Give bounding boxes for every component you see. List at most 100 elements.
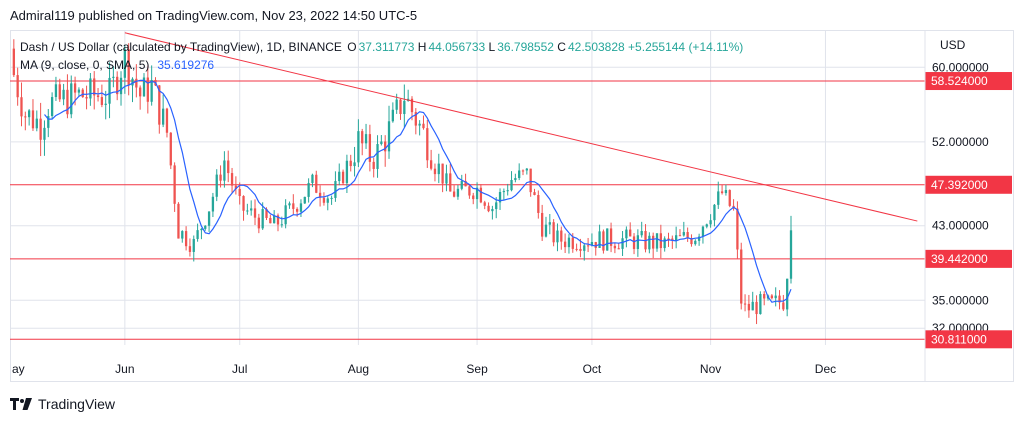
candle-body <box>295 208 299 212</box>
trendline <box>124 32 918 222</box>
candle-body <box>204 225 207 229</box>
x-tick-label: Oct <box>583 362 602 376</box>
candle-body <box>437 163 440 175</box>
candle-body <box>146 77 149 102</box>
candle-body <box>720 191 724 194</box>
candle-body <box>728 190 731 206</box>
candle-body <box>537 195 540 213</box>
candle-body <box>303 196 306 204</box>
candle-body <box>192 238 195 252</box>
candle-body <box>709 220 712 225</box>
candle-body <box>548 222 551 225</box>
x-tick-label: Jul <box>232 362 247 376</box>
candle-body <box>724 190 728 194</box>
candle-body <box>686 232 689 239</box>
candle-body <box>789 230 793 279</box>
candle-body <box>142 77 146 97</box>
candle-body <box>487 205 490 212</box>
currency-label: USD <box>940 38 966 52</box>
candle-body <box>518 170 521 179</box>
candle-body <box>655 233 659 249</box>
candle-body <box>640 230 643 236</box>
candle-body <box>648 235 651 250</box>
candle-body <box>544 224 548 237</box>
candle-body <box>200 228 203 231</box>
x-tick-label: Dec <box>815 362 836 376</box>
candle-body <box>475 187 479 200</box>
candle-body <box>54 84 58 98</box>
candle-body <box>353 162 356 167</box>
candle-body <box>460 180 463 189</box>
candle-body <box>280 224 283 226</box>
candle-body <box>697 236 701 241</box>
candle-body <box>184 231 188 247</box>
candle-body <box>495 202 498 210</box>
candle-body <box>81 89 84 98</box>
candle-body <box>66 89 69 115</box>
price-level-tag <box>925 175 1012 194</box>
candle-body <box>77 89 81 93</box>
candle-body <box>269 217 272 224</box>
candle-body <box>227 160 230 174</box>
candle-body <box>763 294 766 299</box>
candle-body <box>525 168 528 171</box>
candle-body <box>541 212 544 237</box>
candle-body <box>452 191 456 197</box>
candle-body <box>39 118 42 140</box>
candle-body <box>514 178 517 181</box>
candle-body <box>391 109 394 122</box>
candle-body <box>326 198 329 203</box>
chart-frame <box>10 30 1014 382</box>
candle-body <box>234 185 238 189</box>
candle-body <box>292 203 295 209</box>
candle-body <box>361 131 364 144</box>
candle-body <box>414 112 417 126</box>
candle-body <box>399 99 402 115</box>
candle-body <box>675 235 678 241</box>
candle-body <box>284 205 287 225</box>
candle-body <box>188 246 192 252</box>
candle-body <box>678 235 682 237</box>
candle-body <box>299 203 303 212</box>
candle-body <box>598 231 601 248</box>
candle-body <box>472 195 475 200</box>
candle-body <box>341 171 345 184</box>
candle-body <box>429 160 433 169</box>
candle-body <box>449 173 452 192</box>
candle-body <box>625 229 628 239</box>
candle-body <box>590 242 594 246</box>
candle-body <box>571 237 574 249</box>
candle-body <box>108 77 111 104</box>
candle-body <box>671 238 674 241</box>
legend-ma-label: MA (9, close, 0, SMA, 5) <box>20 58 150 72</box>
y-tick-label: 52.000000 <box>932 135 989 149</box>
candlestick-chart[interactable]: ay Jun Jul Aug Sep Oct Nov Dec 60.000000 52.00000… <box>10 30 1014 382</box>
candle-body <box>100 97 104 105</box>
candle-body <box>265 209 268 218</box>
candle-body <box>410 98 414 113</box>
candle-body <box>701 226 705 237</box>
candle-body <box>556 230 559 243</box>
candle-body <box>395 99 398 110</box>
candle-body <box>16 75 19 98</box>
candle-body <box>372 161 375 169</box>
candle-body <box>774 295 777 299</box>
footer-brand: TradingView <box>38 396 116 412</box>
candle-body <box>747 303 751 311</box>
candle-body <box>96 95 100 98</box>
candle-body <box>636 235 640 249</box>
y-tick-label: 35.000000 <box>932 293 989 307</box>
candle-body <box>751 301 754 311</box>
candle-body <box>426 128 429 161</box>
candle-body <box>743 303 747 305</box>
price-level-label: 39.442000 <box>931 252 988 266</box>
x-tick-label: Nov <box>700 362 721 376</box>
candle-body <box>12 48 15 76</box>
candle-body <box>594 242 597 248</box>
candle-body <box>158 85 161 125</box>
candle-body <box>196 230 199 239</box>
price-level-tag <box>925 330 1012 349</box>
legend-low: 36.798552 <box>497 40 554 54</box>
candle-body <box>211 196 215 212</box>
candle-body <box>621 238 624 249</box>
